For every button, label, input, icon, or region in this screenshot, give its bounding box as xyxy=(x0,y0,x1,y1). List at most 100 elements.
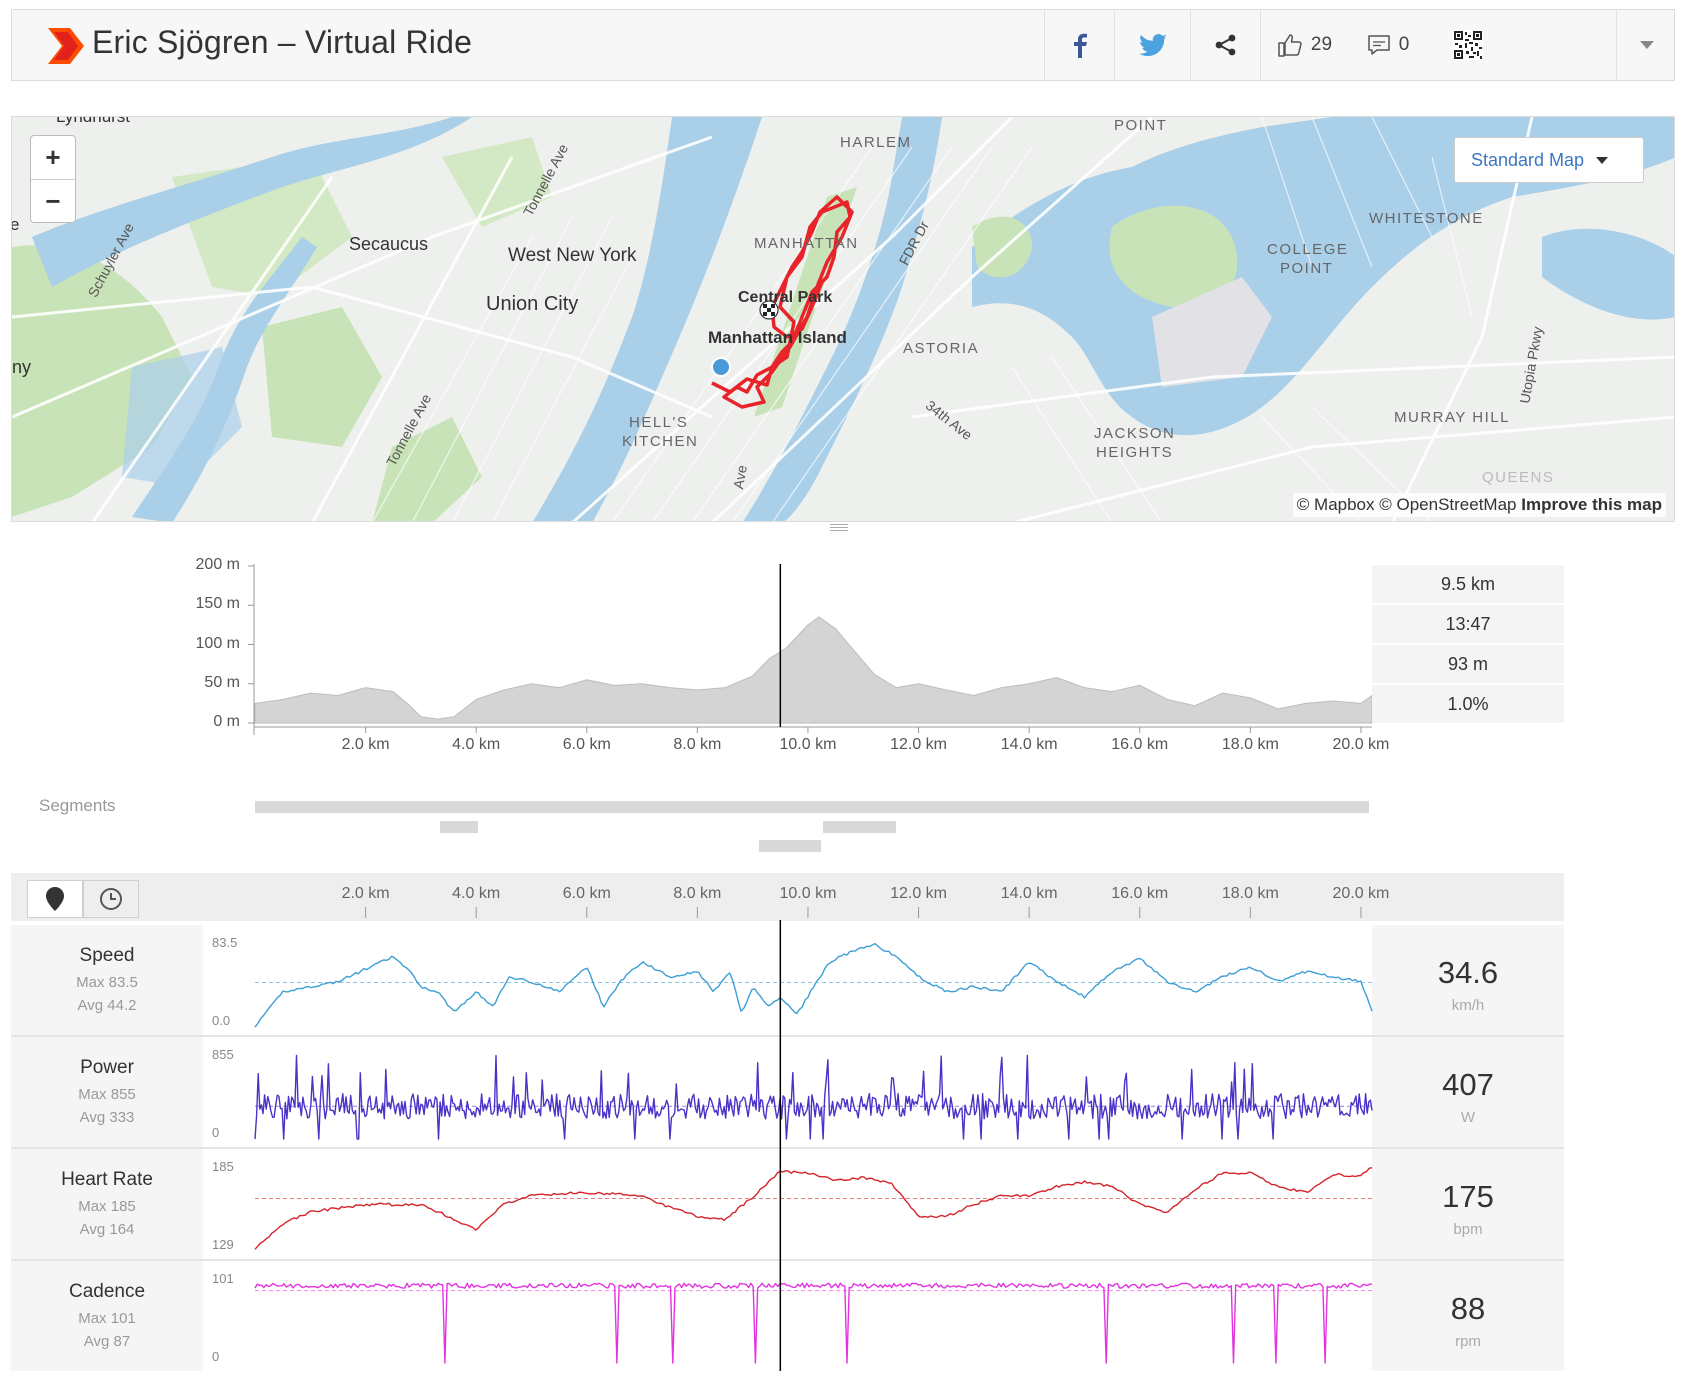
stream-avg: Avg 44.2 xyxy=(77,997,137,1014)
stream-avg: Avg 87 xyxy=(83,1333,131,1350)
stream-axis-min: 0 xyxy=(212,1125,220,1140)
streams-x-tick-label: 10.0 km xyxy=(779,885,837,902)
strava-chevron-icon xyxy=(48,28,84,64)
zoom-in-button[interactable]: + xyxy=(45,142,61,172)
streams-x-tick-label: 8.0 km xyxy=(673,885,722,902)
stream-max: Max 83.5 xyxy=(76,974,138,991)
map-label-point: POINT xyxy=(1114,117,1168,134)
map-label-jackson-2: HEIGHTS xyxy=(1096,444,1174,461)
stat-time: 13:47 xyxy=(1372,605,1564,643)
elevation-x-tick-label: 8.0 km xyxy=(673,736,722,753)
stream-name: Heart Rate xyxy=(61,1169,153,1190)
kudos-count: 29 xyxy=(1310,34,1333,55)
distance-mode-button[interactable] xyxy=(27,880,83,918)
streams-x-tick-label: 6.0 km xyxy=(562,885,611,902)
stream-label: Speed Max 83.5 Avg 44.2 xyxy=(11,925,203,1035)
thumbs-up-icon xyxy=(1278,34,1302,57)
map-label-union-city: Union City xyxy=(486,293,579,315)
segment-bar[interactable] xyxy=(823,821,896,833)
map-type-dropdown[interactable]: Standard Map xyxy=(1454,137,1644,183)
segment-bar[interactable] xyxy=(759,840,821,852)
stream-row-power: Power Max 855 Avg 333 407 W 855 0 xyxy=(11,1037,1564,1147)
elevation-y-tick-label: 50 m xyxy=(204,673,240,691)
stream-current: 175 bpm xyxy=(1372,1149,1564,1259)
zoom-out-button[interactable]: − xyxy=(31,179,75,222)
elevation-x-tick-label: 6.0 km xyxy=(562,736,611,753)
elevation-chart[interactable] xyxy=(0,0,1684,760)
zoom-control: + − xyxy=(30,135,76,223)
map-label-lyndhurst: Lyndhurst xyxy=(56,116,131,126)
map-label-harlem: HARLEM xyxy=(840,134,912,151)
stream-label: Heart Rate Max 185 Avg 164 xyxy=(11,1149,203,1259)
stream-unit: rpm xyxy=(1455,1333,1481,1350)
stream-axis-max: 101 xyxy=(212,1271,234,1286)
activity-header: Eric Sjögren – Virtual Ride 29 0 xyxy=(11,9,1675,81)
elevation-x-tick-label: 20.0 km xyxy=(1332,736,1390,753)
map-label-hells-kitchen-2: KITCHEN xyxy=(622,433,699,450)
clock-icon xyxy=(100,888,122,910)
stream-current: 88 rpm xyxy=(1372,1261,1564,1371)
elevation-x-tick-label: 18.0 km xyxy=(1221,736,1279,753)
stream-max: Max 101 xyxy=(78,1310,136,1327)
streams-toolbar xyxy=(11,873,1564,921)
map-label-college-point-1: COLLEGE xyxy=(1267,241,1349,258)
qr-code-button[interactable] xyxy=(1428,10,1508,80)
stream-axis-max: 83.5 xyxy=(212,935,238,950)
map-attribution: © Mapbox © OpenStreetMap Improve this ma… xyxy=(1292,493,1666,517)
segment-bar[interactable] xyxy=(255,801,1369,813)
streams-x-tick-label: 4.0 km xyxy=(452,885,501,902)
comments-button[interactable]: 0 xyxy=(1348,10,1428,80)
streams-x-tick-label: 18.0 km xyxy=(1221,885,1279,902)
elevation-x-tick-label: 4.0 km xyxy=(452,736,501,753)
map-label-jackson-1: JACKSON xyxy=(1094,425,1176,442)
more-options-button[interactable] xyxy=(1616,10,1676,80)
segment-bar[interactable] xyxy=(440,821,478,833)
stream-axis-min: 129 xyxy=(212,1237,234,1252)
stream-name: Speed xyxy=(79,945,135,966)
map-type-label: Standard Map xyxy=(1471,149,1585,170)
activity-title: Eric Sjögren – Virtual Ride xyxy=(92,24,473,60)
comment-count: 0 xyxy=(1398,34,1410,55)
attribution-text[interactable]: © Mapbox © OpenStreetMap xyxy=(1296,495,1517,514)
stat-distance: 9.5 km xyxy=(1372,565,1564,603)
facebook-share-button[interactable] xyxy=(1044,10,1114,80)
map-resize-handle[interactable] xyxy=(830,524,848,533)
stream-current-value: 88 xyxy=(1450,1291,1486,1326)
stream-unit: W xyxy=(1460,1109,1476,1126)
kudos-button[interactable]: 29 xyxy=(1260,10,1348,80)
time-mode-button[interactable] xyxy=(83,880,139,918)
elevation-x-tick-label: 10.0 km xyxy=(779,736,837,753)
elevation-y-tick-label: 150 m xyxy=(195,595,240,613)
stat-grade: 1.0% xyxy=(1372,685,1564,723)
stream-axis-min: 0 xyxy=(212,1349,220,1364)
share-icon xyxy=(1215,34,1235,56)
stream-label: Cadence Max 101 Avg 87 xyxy=(11,1261,203,1371)
improve-map-link[interactable]: Improve this map xyxy=(1521,495,1662,514)
elevation-x-tick-label: 2.0 km xyxy=(341,736,390,753)
stream-current-value: 407 xyxy=(1442,1067,1494,1102)
map-label-secaucus: Secaucus xyxy=(349,234,429,254)
map-label-whitestone: WHITESTONE xyxy=(1369,210,1484,227)
map-tiles xyxy=(12,117,1674,521)
stream-unit: bpm xyxy=(1453,1221,1483,1238)
map-label-manhattan-island: Manhattan Island xyxy=(708,328,847,347)
elevation-x-tick-label: 14.0 km xyxy=(1000,736,1058,753)
stream-unit: km/h xyxy=(1451,997,1485,1014)
stream-label: Power Max 855 Avg 333 xyxy=(11,1037,203,1147)
map-label-manhattan: MANHATTAN xyxy=(754,235,859,252)
twitter-share-button[interactable] xyxy=(1114,10,1190,80)
elevation-y-tick-label: 200 m xyxy=(195,556,240,573)
chevron-down-icon xyxy=(1639,40,1654,49)
share-button[interactable] xyxy=(1190,10,1260,80)
stream-axis-max: 185 xyxy=(212,1159,234,1174)
stream-current: 407 W xyxy=(1372,1037,1564,1147)
stream-current-value: 34.6 xyxy=(1437,955,1499,990)
stream-row-cadence: Cadence Max 101 Avg 87 88 rpm 101 0 xyxy=(11,1261,1564,1371)
route-map[interactable]: Lyndhurst e ny Secaucus West New York Un… xyxy=(11,116,1675,522)
facebook-icon xyxy=(1073,33,1087,58)
streams-x-tick-label: 20.0 km xyxy=(1332,885,1390,902)
stream-max: Max 185 xyxy=(78,1198,136,1215)
segments-label: Segments xyxy=(39,796,116,815)
map-label-college-point-2: POINT xyxy=(1280,260,1334,277)
map-label-west-new-york: West New York xyxy=(508,245,637,266)
